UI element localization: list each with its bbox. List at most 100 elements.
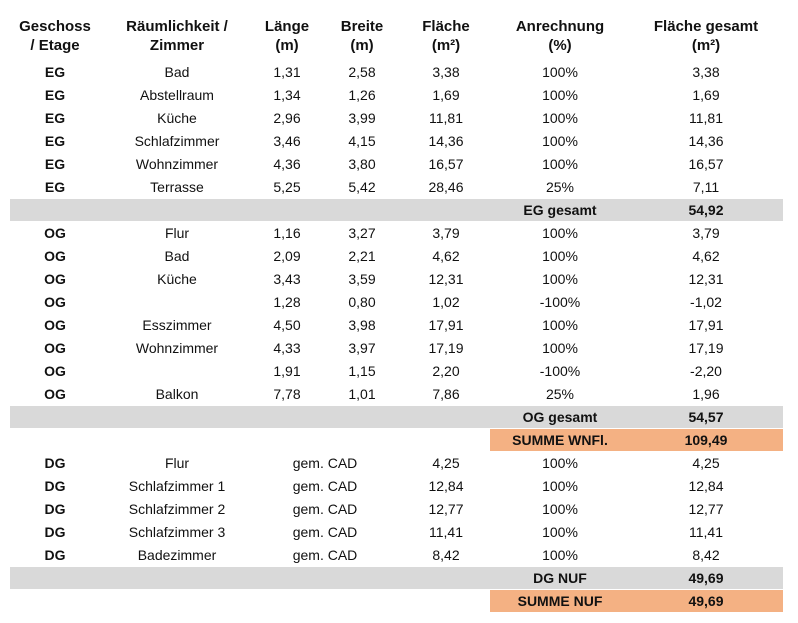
gesamt-cell: 11,41: [689, 523, 723, 540]
breite-cell: 3,59: [348, 270, 376, 287]
raum-cell: Bad: [164, 247, 190, 264]
measure-cell: gem. CAD: [292, 477, 358, 494]
flaeche-cell: 11,41: [429, 523, 463, 540]
anrechnung-cell: 100%: [542, 546, 578, 563]
anrechnung-cell: -100%: [539, 293, 581, 310]
header-cell: Anrechnung: [515, 18, 605, 35]
header-cell: (m²): [431, 37, 461, 54]
header-cell: (%): [548, 37, 572, 54]
geschoss-cell: OG: [44, 362, 66, 379]
laenge-cell: 4,33: [273, 339, 301, 356]
gesamt-cell: 12,31: [688, 270, 724, 287]
anrechnung-cell: -100%: [539, 362, 581, 379]
flaeche-cell: 4,25: [432, 454, 460, 471]
flaeche-cell: 3,79: [432, 224, 460, 241]
laenge-cell: 4,36: [273, 155, 301, 172]
laenge-cell: 3,46: [273, 132, 301, 149]
geschoss-cell: OG: [44, 316, 66, 333]
raum-cell: Schlafzimmer 1: [128, 477, 226, 494]
header-cell: Breite: [340, 18, 384, 35]
sum-band: [490, 429, 783, 451]
laenge-cell: 1,34: [273, 86, 301, 103]
geschoss-cell: EG: [44, 86, 66, 103]
laenge-cell: 4,50: [273, 316, 301, 333]
anrechnung-cell: 100%: [542, 86, 578, 103]
gesamt-cell: 1,69: [692, 86, 720, 103]
geschoss-cell: EG: [44, 155, 66, 172]
raum-cell: Badezimmer: [137, 546, 217, 563]
breite-cell: 1,26: [348, 86, 376, 103]
anrechnung-cell: 25%: [545, 178, 575, 195]
header-cell: Geschoss: [19, 18, 91, 35]
flaeche-cell: 1,02: [432, 293, 460, 310]
geschoss-cell: EG: [44, 109, 66, 126]
breite-cell: 0,80: [348, 293, 376, 310]
laenge-cell: 7,78: [273, 385, 301, 402]
raum-cell: Balkon: [155, 385, 199, 402]
anrechnung-cell: 100%: [542, 224, 578, 241]
measure-cell: gem. CAD: [292, 454, 358, 471]
gesamt-cell: 12,84: [688, 477, 724, 494]
subtotal-band: [10, 199, 783, 221]
laenge-cell: 5,25: [273, 178, 301, 195]
geschoss-cell: EG: [44, 132, 66, 149]
flaeche-cell: 17,91: [428, 316, 464, 333]
raum-cell: Schlafzimmer: [134, 132, 220, 149]
raum-cell: Flur: [164, 224, 190, 241]
flaeche-cell: 12,31: [428, 270, 464, 287]
subtotal-band: [10, 567, 783, 589]
header-cell: (m): [275, 37, 299, 54]
subtotal-value: 49,69: [688, 569, 724, 586]
anrechnung-cell: 100%: [542, 339, 578, 356]
geschoss-cell: OG: [44, 385, 66, 402]
gesamt-cell: 4,62: [692, 247, 720, 264]
flaeche-cell: 4,62: [432, 247, 460, 264]
geschoss-cell: DG: [44, 477, 66, 494]
flaeche-cell: 17,19: [428, 339, 464, 356]
gesamt-cell: 8,42: [692, 546, 720, 563]
sum-value: 49,69: [688, 592, 724, 609]
breite-cell: 2,21: [348, 247, 376, 264]
subtotal-label: OG gesamt: [522, 408, 598, 425]
gesamt-cell: -2,20: [690, 362, 722, 379]
measure-cell: gem. CAD: [292, 500, 358, 517]
gesamt-cell: 1,96: [692, 385, 720, 402]
anrechnung-cell: 100%: [542, 132, 578, 149]
subtotal-value: 54,57: [688, 408, 724, 425]
raum-cell: Esszimmer: [142, 316, 212, 333]
raum-cell: Bad: [164, 63, 190, 80]
geschoss-cell: DG: [44, 546, 66, 563]
anrechnung-cell: 100%: [542, 247, 578, 264]
gesamt-cell: 4,25: [692, 454, 720, 471]
raum-cell: Schlafzimmer 2: [128, 500, 226, 517]
gesamt-cell: 16,57: [688, 155, 724, 172]
gesamt-cell: 17,19: [688, 339, 724, 356]
anrechnung-cell: 100%: [542, 63, 578, 80]
raum-cell: Schlafzimmer 3: [128, 523, 226, 540]
gesamt-cell: 3,79: [692, 224, 720, 241]
gesamt-cell: 7,11: [692, 178, 720, 195]
gesamt-cell: 11,81: [689, 109, 723, 126]
flaeche-cell: 14,36: [428, 132, 464, 149]
raum-cell: Küche: [157, 109, 197, 126]
breite-cell: 1,01: [348, 385, 376, 402]
raum-cell: Wohnzimmer: [135, 339, 219, 356]
header-cell: Länge: [264, 18, 310, 35]
laenge-cell: 1,28: [273, 293, 301, 310]
anrechnung-cell: 100%: [542, 477, 578, 494]
breite-cell: 3,97: [348, 339, 376, 356]
flaeche-cell: 1,69: [432, 86, 460, 103]
breite-cell: 2,58: [348, 63, 376, 80]
sum-label: SUMME WNFl.: [512, 431, 608, 448]
geschoss-cell: OG: [44, 339, 66, 356]
breite-cell: 3,27: [348, 224, 376, 241]
laenge-cell: 2,09: [273, 247, 301, 264]
anrechnung-cell: 100%: [542, 155, 578, 172]
anrechnung-cell: 100%: [542, 500, 578, 517]
header-cell: (m): [350, 37, 374, 54]
geschoss-cell: OG: [44, 247, 66, 264]
measure-cell: gem. CAD: [292, 546, 358, 563]
laenge-cell: 3,43: [273, 270, 301, 287]
geschoss-cell: DG: [44, 500, 66, 517]
